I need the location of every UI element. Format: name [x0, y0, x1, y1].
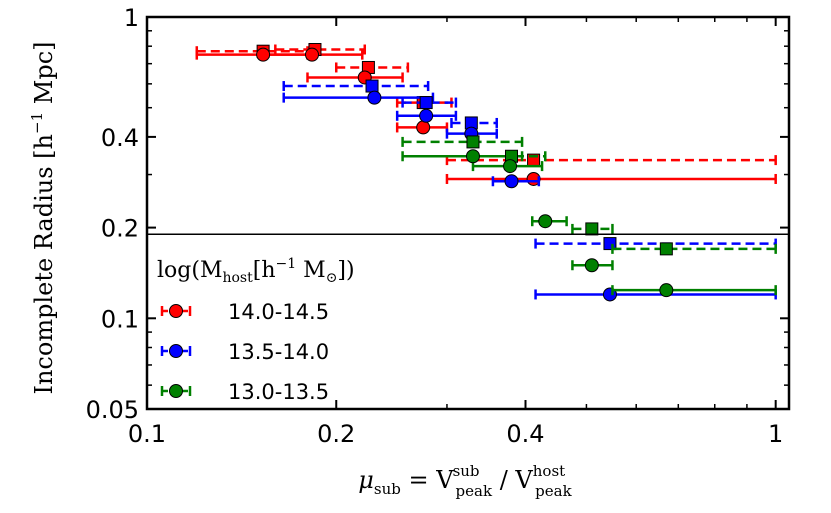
series-13-0-13-5-circle-marker-4 [659, 283, 674, 298]
series-13-0-13-5-circle-marker-3 [584, 258, 599, 273]
y-ticks: 0.05 0.1 0.2 0.4 1 [86, 4, 789, 424]
series-13-0-13-5-circle-marker-2 [538, 214, 553, 229]
y-tick-label-4: 1 [124, 4, 139, 32]
x-ticks: 0.1 0.2 0.4 1 [128, 17, 783, 448]
y-axis-label: Incomplete Radius [h−1 Mpc] [28, 41, 58, 394]
y-tick-label-1: 0.1 [101, 305, 139, 333]
legend-entry-13-0-13-5: 13.0-13.5 [160, 380, 329, 404]
series-13-0-13-5 [401, 135, 777, 298]
legend-title: log(Mhost[h−1 M⊙]) [157, 256, 355, 286]
legend-entries: 14.0-14.5 13.5-14.0 13.0-13.5 [160, 300, 329, 404]
series-14-0-14-5 [195, 43, 777, 186]
legend-entry-13-5-14-0-label: 13.5-14.0 [228, 340, 329, 364]
legend-entry-14-0-14-5-label: 14.0-14.5 [228, 300, 329, 324]
series-13-0-13-5-square-marker-3 [659, 242, 673, 256]
legend-entry-13-5-14-0-marker [169, 344, 183, 358]
legend-entry-13-0-13-5-label: 13.0-13.5 [228, 380, 329, 404]
x-axis-label: μsub = Vsub peak / Vhost peak [358, 462, 572, 500]
series-13-5-14-0-square-marker-0 [365, 79, 379, 93]
legend-entry-14-0-14-5: 14.0-14.5 [160, 300, 329, 324]
y-tick-label-2: 0.2 [101, 215, 139, 243]
series-13-0-13-5-circle-marker-0 [465, 149, 480, 164]
series-13-0-13-5-square-marker-0 [466, 135, 480, 149]
legend-entry-13-5-14-0: 13.5-14.0 [160, 340, 329, 364]
x-tick-label-3: 1 [768, 420, 783, 448]
series-13-5-14-0-circle-marker-3 [504, 174, 519, 189]
series-14-0-14-5-circle-marker-0 [256, 47, 271, 62]
x-tick-label-0: 0.1 [128, 420, 166, 448]
legend-entry-14-0-14-5-marker [169, 304, 183, 318]
plot-frame [145, 15, 791, 411]
series-13-5-14-0-circle-marker-1 [419, 108, 434, 123]
series-14-0-14-5-circle-marker-3 [416, 120, 431, 135]
x-tick-label-1: 0.2 [317, 420, 355, 448]
series-13-5-14-0-circle-marker-0 [367, 90, 382, 105]
series-14-0-14-5-circle-marker-1 [304, 47, 319, 62]
series-13-5-14-0-square-marker-1 [419, 96, 433, 110]
y-tick-label-0: 0.05 [86, 396, 139, 424]
legend-entry-13-0-13-5-marker [169, 384, 183, 398]
legend-box [148, 240, 398, 405]
series-13-0-13-5-circle-marker-1 [503, 159, 518, 174]
plot-marks [195, 43, 777, 302]
series-13-0-13-5-square-marker-2 [585, 222, 599, 236]
x-tick-label-2: 0.4 [506, 420, 544, 448]
y-tick-label-3: 0.4 [101, 124, 139, 152]
